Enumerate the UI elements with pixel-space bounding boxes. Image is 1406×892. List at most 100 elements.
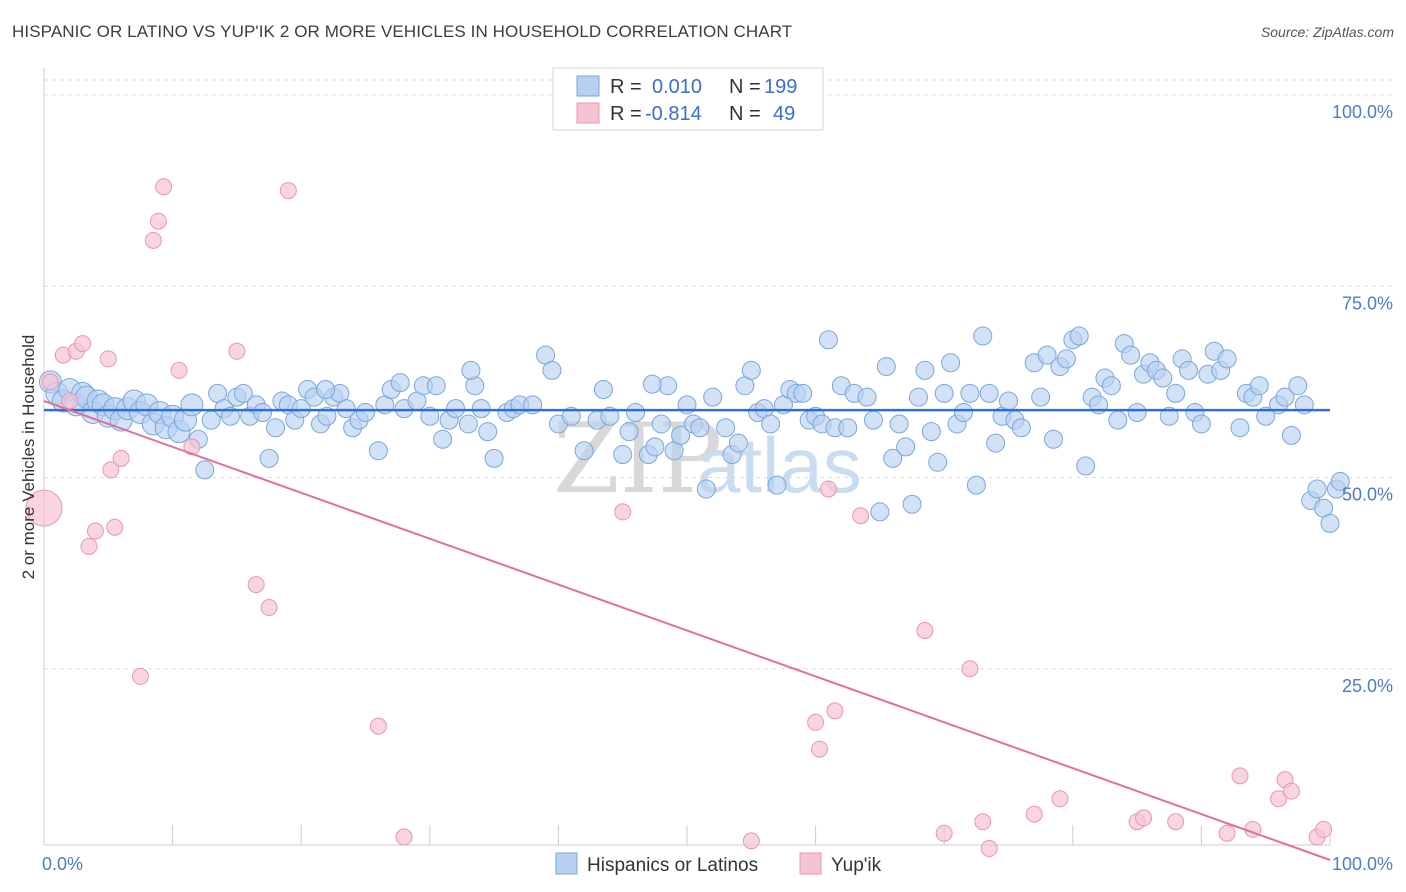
hispanic-point-186	[642, 374, 662, 394]
yupik-point-5	[74, 335, 92, 353]
yupik-point-22	[369, 717, 387, 735]
hispanic-point-35	[259, 448, 279, 468]
hispanic-point-124	[921, 422, 941, 442]
x-tick-label-0: 0.0%	[42, 854, 83, 874]
legend-swatch-pink	[576, 102, 600, 124]
hispanic-point-47	[336, 399, 356, 419]
yupik-point-24	[742, 832, 760, 850]
legend-r-value-1: 0.010	[652, 76, 702, 98]
hispanic-point-80	[619, 422, 639, 442]
yupik-point-7	[86, 522, 104, 540]
yupik-point-27	[819, 480, 837, 498]
yupik-trend-line	[43, 400, 1331, 861]
hispanic-point-131	[966, 475, 986, 495]
yupik-point-41	[1231, 767, 1249, 785]
hispanic-point-74	[561, 406, 581, 426]
x-tick-labels: 0.0% 100.0%	[42, 854, 1393, 874]
yupik-point-38	[1135, 809, 1153, 827]
yupik-point-32	[961, 660, 979, 678]
yupik-point-31	[935, 824, 953, 842]
hispanic-point-140	[1031, 387, 1051, 407]
hispanic-point-115	[863, 410, 883, 430]
hispanic-point-181	[1307, 479, 1327, 499]
yupik-point-21	[279, 182, 297, 200]
hispanic-point-146	[1069, 326, 1089, 346]
hispanic-point-95	[728, 433, 748, 453]
hispanic-point-93	[716, 418, 736, 438]
yupik-point-29	[852, 507, 870, 525]
hispanic-point-40	[291, 399, 311, 419]
yupik-point-14	[149, 212, 167, 230]
yupik-point-18	[228, 342, 246, 360]
hispanic-point-136	[999, 391, 1018, 411]
hispanic-point-91	[696, 479, 716, 499]
hispanic-point-189	[316, 380, 336, 400]
hispanic-point-144	[1056, 349, 1076, 369]
hispanic-point-147	[1076, 456, 1096, 476]
bottom-legend-swatch-blue	[555, 852, 578, 875]
chart-title: HISPANIC OR LATINO VS YUP'IK 2 OR MORE V…	[12, 22, 793, 41]
trend-lines	[43, 400, 1331, 861]
hispanic-point-92	[703, 387, 723, 407]
yupik-point-12	[131, 667, 149, 685]
hispanic-point-78	[600, 406, 620, 426]
yupik-point-47	[1315, 820, 1333, 838]
yupik-point-26	[810, 740, 828, 758]
yupik-point-13	[144, 231, 162, 249]
yupik-point-6	[80, 537, 98, 555]
hispanic-point-31	[233, 383, 253, 403]
hispanic-point-152	[1108, 410, 1128, 430]
hispanic-point-160	[1159, 406, 1179, 426]
legend-n-value-2: 49	[773, 103, 795, 125]
yupik-point-1	[41, 373, 59, 391]
y-tick-label-2: 50.0%	[1342, 485, 1393, 505]
hispanic-point-36	[265, 418, 285, 438]
hispanic-point-126	[934, 383, 954, 403]
hispanic-point-75	[574, 441, 594, 461]
yupik-point-30	[916, 622, 934, 639]
yupik-point-48	[614, 503, 632, 521]
hispanic-point-121	[902, 494, 922, 514]
hispanic-point-174	[1256, 406, 1276, 426]
yupik-point-15	[155, 178, 173, 196]
hispanic-point-142	[1044, 429, 1064, 449]
hispanic-point-65	[478, 422, 498, 442]
hispanic-point-97	[741, 360, 761, 380]
axes	[43, 68, 1331, 846]
hispanic-point-138	[1011, 418, 1031, 438]
hispanic-point-112	[838, 418, 858, 438]
series-hispanic-points	[38, 326, 1350, 533]
hispanic-point-177	[1281, 425, 1301, 445]
series-legend: Hispanics or Latinos Yup'ik	[555, 852, 882, 876]
yupik-point-33	[974, 813, 992, 831]
hispanic-point-58	[426, 376, 446, 396]
hispanic-point-51	[368, 441, 388, 461]
yupik-point-23	[395, 828, 413, 846]
hispanic-point-129	[953, 402, 973, 422]
hispanic-point-161	[1166, 383, 1186, 403]
hispanic-point-59	[433, 429, 453, 449]
hispanic-point-81	[626, 402, 646, 422]
hispanic-point-127	[941, 353, 961, 373]
hispanic-point-105	[793, 383, 813, 403]
bottom-legend-swatch-pink	[799, 852, 822, 875]
yupik-point-34	[980, 840, 998, 858]
yupik-point-36	[1051, 790, 1069, 808]
yupik-point-40	[1218, 824, 1236, 842]
y-tick-label-3: 25.0%	[1342, 676, 1393, 696]
hispanic-point-116	[870, 502, 890, 522]
yupik-point-19	[247, 576, 265, 594]
yupik-point-28	[826, 702, 844, 720]
hispanic-point-72	[542, 360, 562, 380]
legend-n-label-1: N =	[729, 76, 761, 98]
series-yupik-points	[25, 178, 1333, 858]
y-tick-labels: 100.0% 75.0% 50.0% 25.0%	[1332, 102, 1393, 696]
hispanic-point-185	[1330, 471, 1350, 491]
hispanic-point-173	[1249, 376, 1269, 396]
hispanic-point-165	[1191, 414, 1211, 434]
yupik-point-35	[1025, 805, 1043, 823]
bottom-legend-label-hispanic: Hispanics or Latinos	[587, 855, 758, 876]
hispanic-point-154	[1121, 345, 1141, 365]
hispanic-point-118	[883, 448, 903, 468]
